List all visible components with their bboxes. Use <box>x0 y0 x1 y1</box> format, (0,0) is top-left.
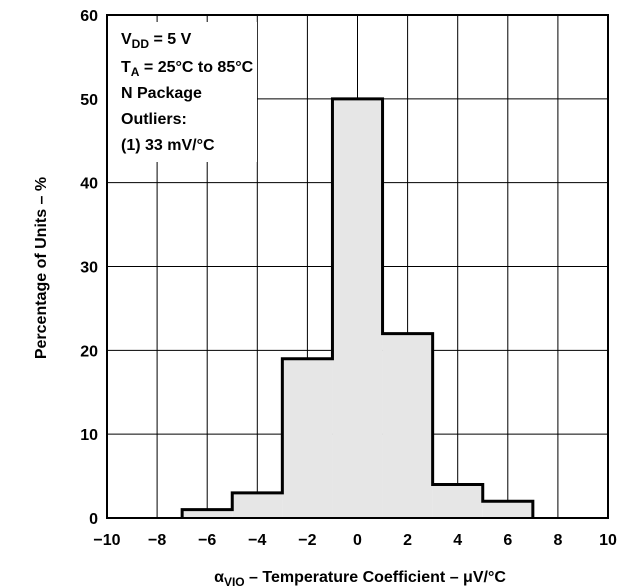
annotation-background <box>107 22 257 162</box>
histogram-bar <box>282 358 333 518</box>
histogram-bar <box>382 333 433 518</box>
annotation-line-supply: VDD = 5 V <box>121 31 192 51</box>
x-tick-label: −10 <box>93 532 120 549</box>
x-tick-label: 8 <box>553 532 562 549</box>
y-tick-label: 60 <box>80 8 98 25</box>
x-tick-label: 2 <box>403 532 412 549</box>
annotation-line-package: N Package <box>121 85 202 102</box>
x-tick-label: −6 <box>198 532 216 549</box>
y-tick-label: 0 <box>89 511 98 528</box>
x-axis-title-text: – Temperature Coefficient – μV/°C <box>245 569 507 586</box>
y-tick-label: 10 <box>80 427 98 444</box>
y-tick-label: 40 <box>80 176 98 193</box>
histogram-outline <box>180 97 535 518</box>
y-tick-label: 30 <box>80 260 98 277</box>
histogram-bar <box>182 509 233 518</box>
annotation-line-outlier-value: (1) 33 mV/°C <box>121 137 215 154</box>
histogram-bars <box>180 97 535 518</box>
x-tick-label: 6 <box>503 532 512 549</box>
y-axis-title: Percentage of Units – % <box>33 177 50 359</box>
annotation-line-outliers: Outliers: <box>121 111 187 128</box>
y-tick-label: 50 <box>80 92 98 109</box>
x-axis-title: αVIO – Temperature Coefficient – μV/°C <box>214 569 506 586</box>
x-tick-labels: −10 −8 −6 −4 −2 0 2 4 6 8 10 <box>93 532 617 549</box>
histogram-bar <box>232 492 283 518</box>
y-tick-labels: 0 10 20 30 40 50 60 <box>80 8 98 528</box>
y-tick-label: 20 <box>80 343 98 360</box>
annotation: VDD = 5 V TA = 25°C to 85°C N Package Ou… <box>121 31 254 154</box>
histogram-bar <box>432 484 483 518</box>
annotation-line-temperature: TA = 25°C to 85°C <box>121 59 254 79</box>
x-tick-label: −2 <box>298 532 316 549</box>
x-tick-label: 10 <box>599 532 617 549</box>
x-axis-title-symbol: α <box>214 569 224 586</box>
x-tick-label: 0 <box>353 532 362 549</box>
histogram-bar <box>332 98 383 518</box>
x-axis-title-subscript: VIO <box>224 575 245 586</box>
x-tick-label: −8 <box>148 532 166 549</box>
plot-frame <box>106 14 609 519</box>
x-tick-label: 4 <box>453 532 462 549</box>
histogram-bar <box>482 501 533 518</box>
x-tick-label: −4 <box>248 532 266 549</box>
